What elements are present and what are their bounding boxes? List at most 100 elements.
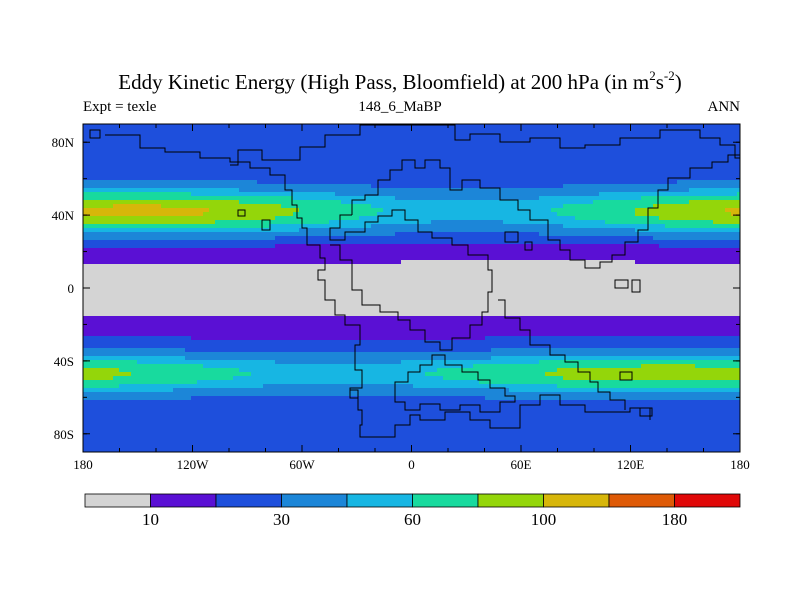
field-cell xyxy=(197,300,204,305)
field-cell xyxy=(335,164,342,169)
field-cell xyxy=(485,188,492,193)
field-cell xyxy=(341,140,348,145)
field-cell xyxy=(239,128,246,133)
field-cell xyxy=(617,296,624,301)
field-cell xyxy=(119,132,126,137)
field-cell xyxy=(263,224,270,229)
field-cell xyxy=(587,224,594,229)
field-cell xyxy=(143,164,150,169)
field-cell xyxy=(599,268,606,273)
field-cell xyxy=(575,208,582,213)
field-cell xyxy=(587,136,594,141)
field-cell xyxy=(173,284,180,289)
field-cell xyxy=(485,248,492,253)
field-cell xyxy=(275,160,282,165)
field-cell xyxy=(251,132,258,137)
field-cell xyxy=(575,232,582,237)
field-cell xyxy=(203,124,210,129)
field-cell xyxy=(359,264,366,269)
field-cell xyxy=(635,184,642,189)
field-cell xyxy=(725,276,732,281)
field-cell xyxy=(455,260,462,265)
field-cell xyxy=(377,280,384,285)
field-cell xyxy=(305,236,312,241)
field-cell xyxy=(695,196,702,201)
field-cell xyxy=(149,148,156,153)
field-cell xyxy=(677,228,684,233)
field-cell xyxy=(383,172,390,177)
field-cell xyxy=(575,268,582,273)
field-cell xyxy=(617,188,624,193)
field-cell xyxy=(443,124,450,129)
field-cell xyxy=(575,156,582,161)
field-cell xyxy=(341,200,348,205)
field-cell xyxy=(533,196,540,201)
field-cell xyxy=(233,288,240,293)
field-cell xyxy=(443,204,450,209)
field-cell xyxy=(257,292,264,297)
field-cell xyxy=(575,272,582,277)
field-cell xyxy=(647,232,654,237)
field-cell xyxy=(479,276,486,281)
field-cell xyxy=(491,156,498,161)
field-cell xyxy=(635,188,642,193)
field-cell xyxy=(413,160,420,165)
field-cell xyxy=(113,164,120,169)
field-cell xyxy=(641,132,648,137)
field-cell xyxy=(299,260,306,265)
field-cell xyxy=(137,260,144,265)
field-cell xyxy=(365,224,372,229)
field-cell xyxy=(593,296,600,301)
field-cell xyxy=(557,228,564,233)
field-cell xyxy=(347,208,354,213)
field-cell xyxy=(143,232,150,237)
field-cell xyxy=(707,256,714,261)
field-cell xyxy=(377,260,384,265)
field-cell xyxy=(587,156,594,161)
field-cell xyxy=(677,256,684,261)
field-cell xyxy=(653,260,660,265)
field-cell xyxy=(155,156,162,161)
field-cell xyxy=(575,256,582,261)
field-cell xyxy=(239,132,246,137)
field-cell xyxy=(557,180,564,185)
field-cell xyxy=(563,152,570,157)
field-cell xyxy=(377,124,384,129)
field-cell xyxy=(551,228,558,233)
field-cell xyxy=(209,212,216,217)
field-cell xyxy=(113,188,120,193)
field-cell xyxy=(185,132,192,137)
field-cell xyxy=(125,224,132,229)
field-cell xyxy=(155,288,162,293)
field-cell xyxy=(365,232,372,237)
field-cell xyxy=(95,140,102,145)
field-cell xyxy=(563,280,570,285)
field-cell xyxy=(413,232,420,237)
field-cell xyxy=(389,280,396,285)
field-cell xyxy=(215,144,222,149)
field-cell xyxy=(365,292,372,297)
field-cell xyxy=(101,140,108,145)
field-cell xyxy=(479,208,486,213)
field-cell xyxy=(443,264,450,269)
field-cell xyxy=(731,160,738,165)
field-cell xyxy=(389,196,396,201)
field-cell xyxy=(539,300,546,305)
field-cell xyxy=(203,216,210,221)
field-cell xyxy=(503,224,510,229)
field-cell xyxy=(89,268,96,273)
field-cell xyxy=(119,124,126,129)
field-cell xyxy=(155,148,162,153)
field-cell xyxy=(731,300,738,305)
field-cell xyxy=(197,124,204,129)
case-label: 148_6_MaBP xyxy=(358,99,442,115)
field-cell xyxy=(575,140,582,145)
field-cell xyxy=(269,228,276,233)
field-cell xyxy=(317,172,324,177)
field-cell xyxy=(713,244,720,249)
field-cell xyxy=(551,164,558,169)
field-cell xyxy=(479,172,486,177)
field-cell xyxy=(647,180,654,185)
field-cell xyxy=(419,152,426,157)
field-cell xyxy=(245,184,252,189)
